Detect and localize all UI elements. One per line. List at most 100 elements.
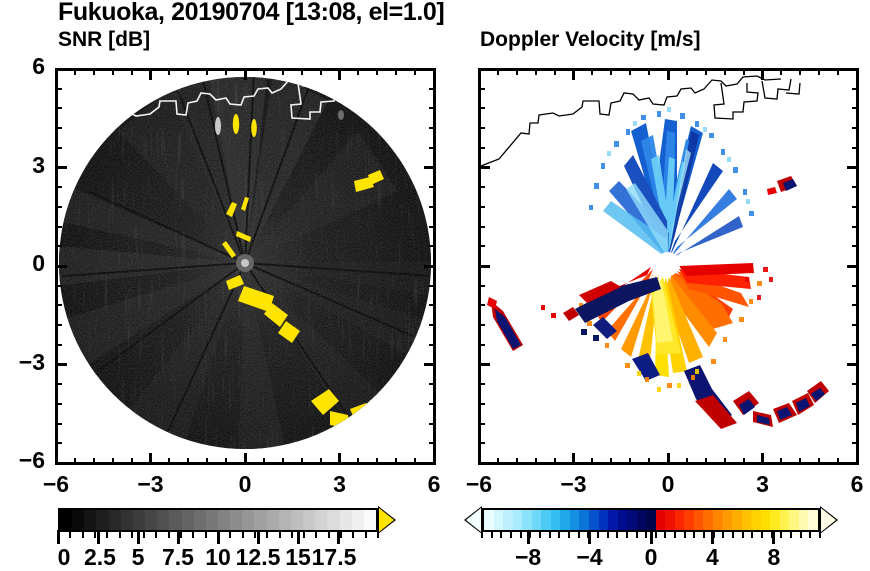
snr-colorbar-major-tick <box>96 530 100 544</box>
doppler-ytick-minor <box>479 343 485 346</box>
snr-ytick-label: 0 <box>32 250 45 276</box>
snr-colorbar-tick-label: 12.5 <box>235 544 281 570</box>
snr-ytick-minor <box>56 87 62 90</box>
doppler-colorbar-minor-tick <box>577 530 580 538</box>
doppler-colorbar-minor-tick <box>674 530 677 538</box>
doppler-ytick-minor <box>479 87 485 90</box>
snr-colorbar-segment <box>181 510 194 530</box>
snr-colorbar-segment <box>145 510 158 530</box>
snr-xtick-minor <box>376 458 379 464</box>
snr-xtick-minor <box>357 69 360 75</box>
snr-ytick-major <box>424 264 435 268</box>
snr-xtick-minor <box>357 458 360 464</box>
doppler-xtick-minor <box>780 458 783 464</box>
doppler-xtick-minor <box>818 69 821 75</box>
snr-ytick-minor <box>429 402 435 405</box>
doppler-colorbar-minor-tick <box>761 530 764 538</box>
doppler-ytick-major <box>847 166 858 169</box>
doppler-ytick-major <box>847 67 858 71</box>
snr-xtick-minor <box>319 458 322 464</box>
doppler-colorbar-segment <box>493 510 504 530</box>
snr-xtick-minor <box>281 69 284 75</box>
doppler-colorbar-minor-tick <box>558 530 561 538</box>
snr-xtick-minor <box>73 69 76 75</box>
snr-ytick-major <box>56 363 67 366</box>
doppler-ytick-minor <box>852 324 858 327</box>
snr-xtick-minor <box>225 458 228 464</box>
snr-xtick-minor <box>206 458 209 464</box>
doppler-xtick-minor <box>742 458 745 464</box>
doppler-colorbar-minor-tick <box>519 530 522 538</box>
doppler-ytick-minor <box>479 245 485 248</box>
doppler-ytick-major <box>479 67 490 71</box>
doppler-ytick-minor <box>852 87 858 90</box>
doppler-colorbar-extend-arrow-low <box>466 508 481 532</box>
doppler-ytick-major <box>479 166 490 169</box>
snr-ytick-minor <box>56 343 62 346</box>
snr-xtick-minor <box>206 69 209 75</box>
snr-ytick-major <box>424 461 435 465</box>
doppler-xtick-major <box>477 453 481 464</box>
snr-colorbar-segment <box>230 510 243 530</box>
snr-colorbar-segment <box>132 510 146 530</box>
snr-ytick-minor <box>429 383 435 386</box>
doppler-xtick-minor <box>553 458 556 464</box>
snr-ytick-minor <box>56 442 62 445</box>
doppler-colorbar-minor-tick <box>693 530 696 538</box>
snr-xtick-minor <box>187 69 190 75</box>
snr-colorbar-minor-tick <box>340 530 343 538</box>
doppler-xtick-minor <box>799 458 802 464</box>
doppler-colorbar-segment <box>627 510 637 530</box>
snr-xtick-minor <box>187 458 190 464</box>
snr-ytick-minor <box>56 324 62 327</box>
doppler-colorbar-segment <box>770 510 780 530</box>
doppler-xtick-minor <box>515 69 518 75</box>
snr-colorbar-segment <box>303 510 316 530</box>
doppler-colorbar-minor-tick <box>529 530 532 538</box>
doppler-colorbar-tick-label: 8 <box>767 544 781 570</box>
snr-colorbar-tick-label: 2.5 <box>84 544 116 570</box>
snr-ytick-minor <box>429 146 435 149</box>
doppler-ytick-major <box>847 461 858 465</box>
doppler-colorbar-segment <box>655 510 666 530</box>
snr-ytick-minor <box>56 107 62 110</box>
snr-colorbar-segment <box>218 510 231 530</box>
doppler-colorbar-minor-tick <box>645 530 648 538</box>
snr-colorbar-gradient <box>58 508 378 532</box>
snr-colorbar-segment <box>351 510 364 530</box>
snr-panel-title: SNR [dB] <box>58 28 151 51</box>
doppler-colorbar-minor-tick <box>790 530 793 538</box>
doppler-colorbar-segment <box>522 510 532 530</box>
doppler-xtick-minor <box>629 69 632 75</box>
snr-ytick-minor <box>429 107 435 110</box>
doppler-xtick-minor <box>704 458 707 464</box>
snr-colorbar-minor-tick <box>106 530 109 538</box>
doppler-colorbar-segment <box>560 510 570 530</box>
snr-colorbar-segment <box>193 510 206 530</box>
doppler-ytick-minor <box>479 107 485 110</box>
doppler-ytick-minor <box>479 324 485 327</box>
snr-colorbar-segment <box>363 510 376 530</box>
doppler-colorbar-segment <box>617 510 628 530</box>
doppler-xtick-minor <box>591 458 594 464</box>
doppler-xtick-major <box>477 69 481 80</box>
doppler-colorbar-minor-tick <box>538 530 541 538</box>
doppler-ytick-minor <box>479 284 485 287</box>
snr-xtick-major <box>54 453 58 464</box>
doppler-xtick-minor <box>685 458 688 464</box>
doppler-colorbar-segment <box>684 510 694 530</box>
snr-colorbar-segment <box>157 510 170 530</box>
doppler-ytick-minor <box>852 186 858 189</box>
snr-colorbar-segment <box>205 510 218 530</box>
doppler-colorbar-segment <box>579 510 589 530</box>
snr-colorbar-segment <box>169 510 182 530</box>
doppler-colorbar-segment <box>665 510 675 530</box>
doppler-ytick-major <box>479 264 490 268</box>
doppler-ytick-minor <box>852 107 858 110</box>
doppler-xtick-minor <box>515 458 518 464</box>
doppler-xtick-minor <box>610 69 613 75</box>
doppler-colorbar-segment <box>550 510 561 530</box>
doppler-ytick-major <box>847 264 858 268</box>
snr-colorbar-segment <box>266 510 279 530</box>
snr-ytick-minor <box>429 442 435 445</box>
